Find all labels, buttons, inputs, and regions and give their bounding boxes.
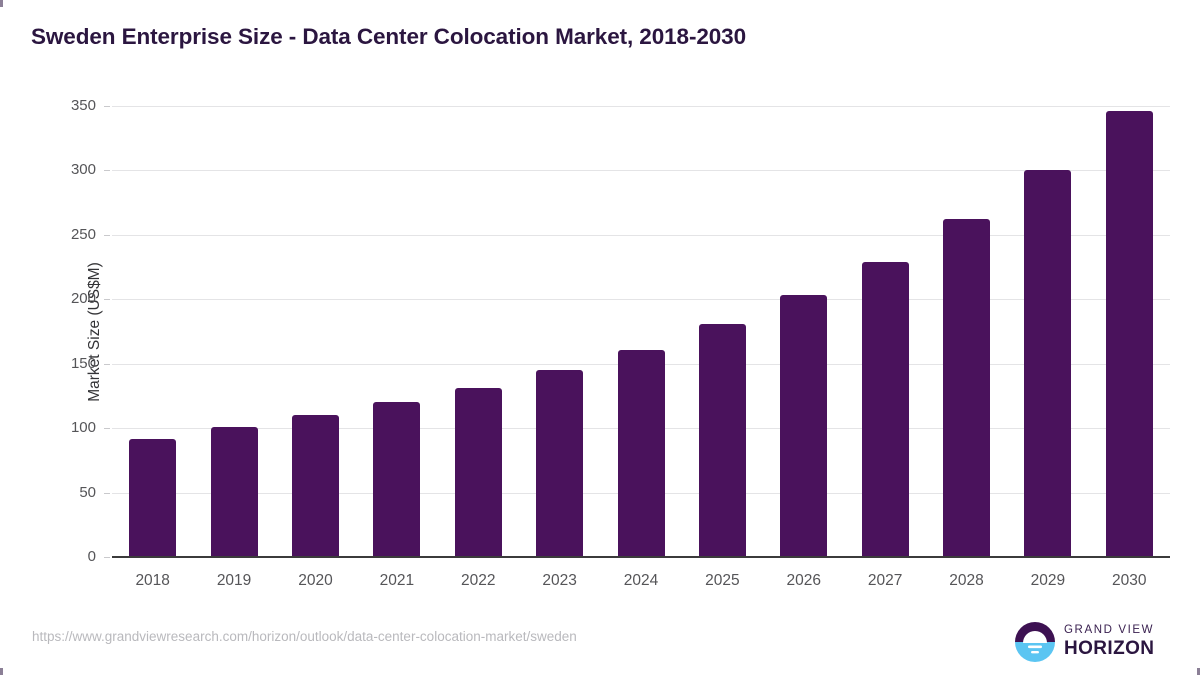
logo-wordmark: GRAND VIEW HORIZON — [1064, 623, 1154, 659]
x-axis-tick-label: 2030 — [1112, 572, 1147, 589]
logo-line-1: GRAND VIEW — [1064, 624, 1155, 636]
x-axis-tick-label: 2024 — [623, 572, 659, 589]
source-url[interactable]: https://www.grandviewresearch.com/horizo… — [32, 629, 577, 644]
x-axis-tick-label: 2022 — [460, 572, 496, 589]
brand-logo: GRAND VIEW HORIZON — [1014, 619, 1174, 665]
bar[interactable] — [210, 426, 258, 557]
bar[interactable] — [129, 438, 177, 557]
y-axis-tick-mark — [104, 299, 110, 301]
gridline — [112, 170, 1170, 172]
y-axis-tick-label: 200 — [70, 290, 96, 308]
y-axis-tick-mark — [104, 557, 110, 558]
bar-series — [112, 106, 1170, 557]
y-axis-tick-label: 150 — [70, 354, 96, 372]
x-axis-tick-label: 2021 — [379, 572, 415, 589]
gridline — [112, 234, 1170, 236]
y-axis-tick-mark — [104, 363, 110, 365]
bar[interactable] — [454, 388, 502, 557]
y-axis-title: Market Size (US$M) — [86, 261, 103, 402]
corner-artifact-bottom-left — [0, 668, 3, 675]
x-axis-tick-label: 2019 — [216, 572, 252, 589]
bar[interactable] — [373, 402, 421, 557]
x-axis-tick-label: 2020 — [298, 572, 333, 589]
x-axis-tick-label: 2026 — [786, 572, 821, 589]
page-title: Sweden Enterprise Size - Data Center Col… — [31, 24, 747, 49]
bar[interactable] — [943, 219, 990, 557]
horizon-logo-icon — [1015, 622, 1055, 662]
y-axis-tick-mark — [104, 428, 110, 430]
x-axis-tick-label: 2018 — [135, 572, 170, 589]
gridline — [112, 299, 1170, 301]
bar[interactable] — [617, 349, 665, 557]
x-axis-tick-label: 2029 — [1030, 572, 1066, 589]
y-axis-tick-label: 0 — [87, 548, 96, 565]
bar[interactable] — [861, 261, 909, 557]
y-axis-tick-label: 50 — [79, 483, 96, 501]
y-axis-tick-mark — [104, 492, 110, 494]
logo-line-2: HORIZON — [1064, 638, 1155, 659]
y-axis-tick-mark — [104, 106, 110, 107]
y-axis-tick-mark — [104, 234, 110, 236]
corner-artifact-top-left — [0, 0, 3, 7]
bar[interactable] — [698, 323, 746, 557]
bar[interactable] — [1024, 170, 1072, 557]
y-axis-tick-label: 300 — [70, 161, 96, 179]
y-axis-tick-mark — [104, 170, 110, 172]
x-axis-tick-label: 2027 — [867, 572, 903, 589]
y-axis-tick-label: 250 — [70, 225, 96, 243]
bar[interactable] — [536, 370, 584, 557]
gridline — [112, 106, 1170, 107]
corner-artifact-bottom-right — [1197, 668, 1200, 675]
x-axis-tick-label: 2028 — [949, 572, 984, 589]
x-axis-line — [112, 556, 1170, 558]
x-axis-tick-label: 2025 — [705, 572, 740, 589]
bar[interactable] — [1105, 111, 1153, 557]
x-axis-tick-label: 2023 — [542, 572, 577, 589]
y-axis-tick-label: 350 — [70, 97, 96, 114]
bar[interactable] — [292, 415, 339, 557]
y-axis-tick-label: 100 — [70, 419, 96, 437]
bar[interactable] — [780, 295, 828, 557]
